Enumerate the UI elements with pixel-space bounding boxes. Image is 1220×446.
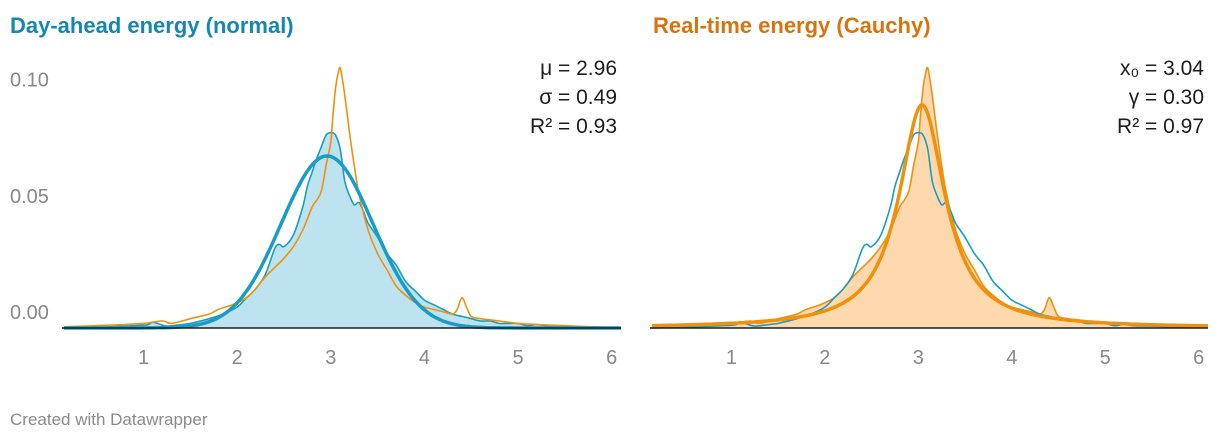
x-tick-label: 2: [232, 347, 243, 369]
x-tick-label: 6: [606, 347, 617, 369]
x-tick-label: 3: [325, 347, 336, 369]
x-tick-label: 1: [138, 347, 149, 369]
stat-r2-right: R² = 0.97: [1117, 115, 1204, 138]
density-area-real-time: [652, 67, 1208, 328]
y-tick-label: 0.05: [10, 186, 49, 208]
stat-sigma: σ = 0.49: [539, 86, 617, 109]
credit-text: Created with Datawrapper: [10, 410, 208, 429]
x-tick-label: 3: [913, 347, 924, 369]
x-tick-label: 2: [819, 347, 830, 369]
y-tick-label: 0.00: [10, 302, 49, 324]
x-tick-label: 6: [1193, 347, 1204, 369]
chart-title-right: Real-time energy (Cauchy): [653, 13, 931, 38]
stat-mu: μ = 2.96: [540, 57, 617, 80]
x-tick-label: 5: [1100, 347, 1111, 369]
stat-x0: x₀ = 3.04: [1120, 57, 1204, 80]
stat-r2-left: R² = 0.93: [530, 115, 617, 138]
chart-title-left: Day-ahead energy (normal): [10, 13, 294, 38]
density-area-day-ahead: [64, 132, 621, 328]
cauchy-fit-curve: [652, 103, 1209, 328]
x-tick-label: 1: [726, 347, 737, 369]
density-line-real-time: [63, 66, 622, 329]
density-line-real-time: [651, 66, 1209, 329]
x-tick-label: 4: [419, 347, 430, 369]
x-tick-label: 5: [512, 347, 523, 369]
stat-gamma: γ = 0.30: [1129, 86, 1204, 109]
y-tick-label: 0.10: [10, 70, 49, 92]
x-tick-label: 4: [1006, 347, 1017, 369]
